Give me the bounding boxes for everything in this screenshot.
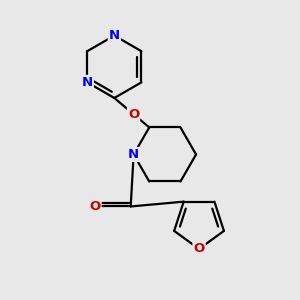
Text: N: N: [82, 76, 93, 89]
Text: N: N: [128, 148, 139, 161]
Text: O: O: [194, 242, 205, 256]
Text: O: O: [89, 200, 100, 213]
Text: N: N: [109, 29, 120, 42]
Text: O: O: [128, 108, 139, 121]
